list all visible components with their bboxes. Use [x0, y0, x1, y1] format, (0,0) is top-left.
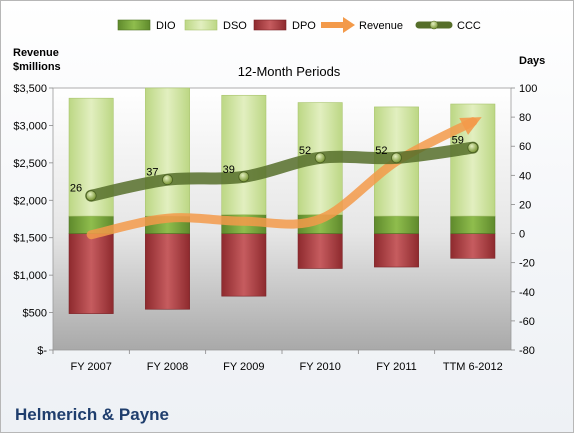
legend: DIO DSO DPO Revenue CCC: [117, 17, 481, 33]
left-axis-ticks: $- $500 $1,000 $1,500 $2,000 $2,500 $3,000 $3,5…: [13, 83, 53, 357]
left-tick-label: $500: [23, 308, 47, 320]
x-tick-label: FY 2007: [70, 361, 111, 373]
x-tick-label: FY 2009: [223, 361, 264, 373]
dpo-bar: [68, 233, 114, 314]
right-tick-label: 20: [519, 199, 531, 211]
dpo-bar: [374, 233, 419, 268]
dpo-bar: [450, 233, 496, 259]
ccc-point: [85, 190, 97, 202]
chart-title: 12-Month Periods: [238, 64, 341, 79]
right-tick-label: -80: [519, 345, 535, 357]
ccc-point: [238, 171, 250, 183]
right-axis-ticks: -80 -60 -40 -20 0 20 40 60 80 100: [511, 83, 537, 357]
legend-swatch-dio: [117, 19, 151, 31]
dso-bar: [145, 87, 190, 217]
ccc-data-label: 59: [452, 135, 464, 147]
legend-label-dso: DSO: [223, 20, 247, 32]
ccc-point: [314, 152, 326, 164]
left-tick-label: $3,500: [13, 83, 47, 95]
plot-area: [52, 87, 512, 351]
right-tick-label: 40: [519, 170, 531, 182]
legend-marker-ccc: [429, 20, 439, 30]
left-axis-title-line2: $millions: [13, 61, 61, 73]
left-axis-title-line1: Revenue: [13, 47, 59, 59]
left-tick-label: $2,500: [13, 158, 47, 170]
ccc-point: [467, 142, 479, 154]
right-tick-label: -60: [519, 316, 535, 328]
dpo-bar: [297, 233, 343, 269]
right-tick-label: 60: [519, 141, 531, 153]
ccc-point: [391, 152, 402, 164]
dpo-bar: [145, 233, 190, 310]
x-axis-ticks: FY 2007 FY 2008 FY 2009 FY 2010 FY 2011 TTM 6…: [52, 350, 503, 373]
x-tick-label: FY 2008: [147, 361, 188, 373]
ccc-line: [85, 141, 479, 202]
legend-label-revenue: Revenue: [359, 20, 403, 32]
ccc-point: [162, 174, 173, 186]
legend-label-dio: DIO: [156, 20, 176, 32]
right-tick-label: 80: [519, 112, 531, 124]
legend-label-ccc: CCC: [457, 20, 481, 32]
dpo-bar: [221, 233, 267, 297]
left-tick-label: $1,500: [13, 233, 47, 245]
left-tick-label: $3,000: [13, 120, 47, 132]
dio-bar: [374, 215, 419, 234]
line-group: 26 37 39 52 52 59: [70, 117, 482, 240]
left-tick-label: $2,000: [13, 195, 47, 207]
x-tick-label: FY 2011: [376, 361, 417, 373]
legend-swatch-dpo: [253, 19, 287, 31]
dio-bar: [450, 215, 496, 234]
right-tick-label: -40: [519, 287, 535, 299]
x-tick-label: FY 2010: [299, 361, 340, 373]
right-tick-label: 0: [519, 229, 525, 241]
revenue-arrowhead: [459, 117, 482, 135]
legend-swatch-dso: [184, 19, 218, 31]
x-tick-label: TTM 6-2012: [443, 361, 503, 373]
left-tick-label: $1,000: [13, 270, 47, 282]
dso-bar: [221, 94, 267, 215]
legend-label-dpo: DPO: [292, 20, 316, 32]
ccc-data-label: 52: [375, 145, 387, 157]
ccc-data-label: 39: [223, 164, 235, 176]
ccc-data-label: 52: [299, 145, 311, 157]
left-tick-label: $-: [37, 345, 47, 357]
right-axis-title: Days: [519, 55, 545, 67]
company-name: Helmerich & Payne: [15, 405, 170, 424]
legend-arrowhead-revenue: [343, 17, 355, 33]
right-tick-label: 100: [519, 83, 537, 95]
ccc-data-label: 26: [70, 183, 82, 195]
right-tick-label: -20: [519, 258, 535, 270]
ccc-data-label: 37: [146, 167, 158, 179]
